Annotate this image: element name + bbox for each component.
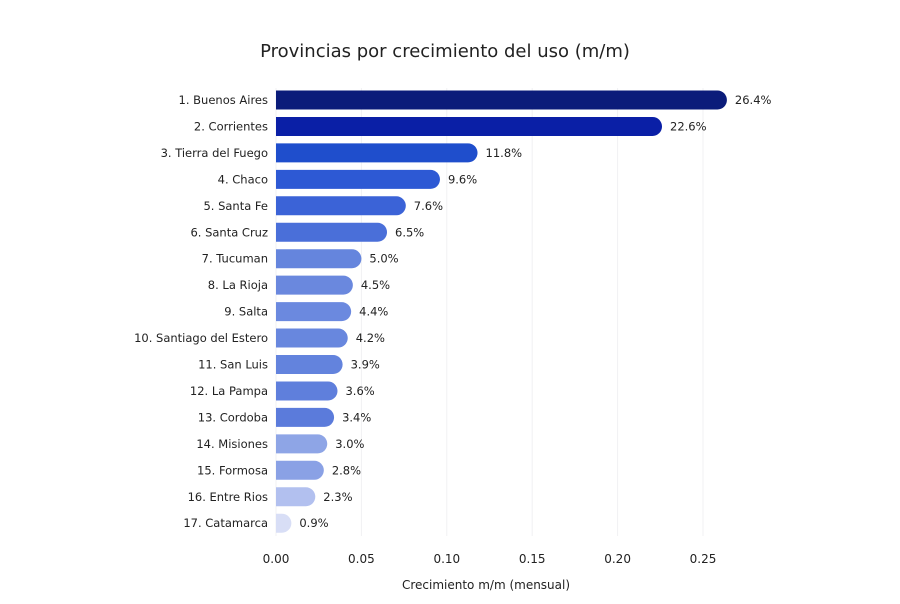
bar [276,355,343,374]
bar [276,460,324,480]
bar-group: 15. Formosa 2.8% [197,460,361,480]
data-label: 7.6% [414,199,443,213]
bar-group: 5. Santa Fe 7.6% [203,196,443,216]
bar [276,143,478,163]
category-label: 15. Formosa [197,463,268,477]
bar-group: 10. Santiago del Estero 4.2% [134,328,385,348]
bar [276,381,338,401]
x-tick-label: 0.10 [433,552,460,566]
data-label: 9.6% [448,172,477,186]
bar [276,169,440,189]
data-label: 4.2% [356,331,385,345]
data-label: 6.5% [395,225,424,239]
bar-group: 17. Catamarca 0.9% [183,513,329,533]
x-axis-label: Crecimiento m/m (mensual) [402,578,570,592]
data-label: 3.4% [342,410,371,424]
bar [276,513,292,533]
bar-group: 4. Chaco 9.6% [218,169,477,189]
data-label: 3.0% [335,437,364,451]
category-label: 5. Santa Fe [203,199,268,213]
data-label: 2.3% [323,490,352,504]
data-label: 3.6% [345,384,374,398]
category-label: 1. Buenos Aires [179,93,268,107]
data-label: 11.8% [486,146,523,160]
bar-group: 16. Entre Rios 2.3% [188,487,353,507]
bar [276,249,362,269]
bar [276,328,348,348]
bar [276,302,352,322]
bar [276,434,328,454]
x-axis-ticks: 0.00 0.05 0.10 0.15 0.20 0.25 [263,552,717,566]
bar [276,407,335,427]
category-label: 13. Cordoba [198,410,268,424]
category-label: 6. Santa Cruz [190,225,268,239]
x-tick-label: 0.25 [690,552,717,566]
data-label: 0.9% [299,516,328,530]
data-label: 4.5% [361,278,390,292]
category-label: 7. Tucuman [202,252,268,266]
data-label: 5.0% [369,252,398,266]
category-label: 8. La Rioja [208,278,268,292]
bar-group: 12. La Pampa 3.6% [190,381,375,401]
bar-group: 2. Corrientes 22.6% [194,116,707,136]
x-tick-label: 0.00 [263,552,290,566]
bar [276,222,388,242]
bar-group: 14. Misiones 3.0% [196,434,365,454]
x-tick-label: 0.20 [604,552,631,566]
data-label: 22.6% [670,119,707,133]
data-label: 4.4% [359,305,388,319]
x-tick-label: 0.05 [348,552,375,566]
category-label: 16. Entre Rios [188,490,268,504]
category-label: 4. Chaco [218,172,268,186]
bar-group: 9. Salta 4.4% [224,302,388,322]
bar-group: 8. La Rioja 4.5% [208,275,390,295]
bar [276,116,663,136]
bar-group: 11. San Luis 3.9% [198,355,380,374]
category-label: 9. Salta [224,305,268,319]
bar-group: 1. Buenos Aires 26.4% [179,90,772,110]
bar [276,196,406,216]
category-label: 14. Misiones [196,437,268,451]
bar-group: 6. Santa Cruz 6.5% [190,222,424,242]
bar [276,275,353,295]
category-label: 10. Santiago del Estero [134,331,268,345]
chart-title: Provincias por crecimiento del uso (m/m) [260,41,630,62]
bars: 1. Buenos Aires 26.4% 2. Corrientes 22.6% 3.… [134,90,772,533]
data-label: 26.4% [735,93,772,107]
bar [276,90,727,110]
bar-group: 13. Cordoba 3.4% [198,407,371,427]
data-label: 3.9% [351,358,380,372]
category-label: 11. San Luis [198,358,268,372]
bar [276,487,316,507]
bar-group: 3. Tierra del Fuego 11.8% [161,143,523,163]
data-label: 2.8% [332,463,361,477]
bar-group: 7. Tucuman 5.0% [202,249,399,269]
category-label: 17. Catamarca [183,516,268,530]
category-label: 12. La Pampa [190,384,268,398]
x-tick-label: 0.15 [519,552,546,566]
category-label: 3. Tierra del Fuego [161,146,268,160]
category-label: 2. Corrientes [194,119,268,133]
